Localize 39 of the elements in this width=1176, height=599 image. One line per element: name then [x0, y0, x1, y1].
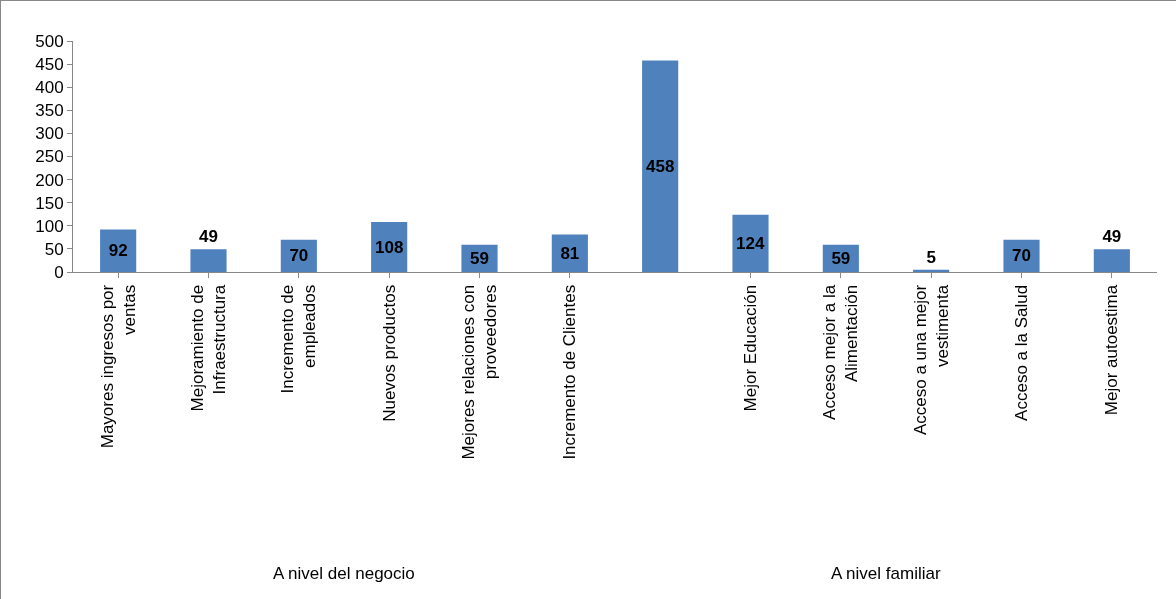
x-tick-label: Acceso a la Salud — [1012, 284, 1032, 421]
data-label: 59 — [831, 248, 851, 268]
data-label: 124 — [736, 233, 765, 253]
data-label: 59 — [470, 248, 489, 268]
text: A nivel familiar — [831, 564, 941, 583]
x-tick-label: Mejor Educación — [741, 284, 761, 412]
data-label: 70 — [289, 246, 309, 266]
x-tick-label: Mejor autoestima — [1102, 284, 1122, 416]
x-tick-label: Mayores ingresos por ventas — [97, 284, 139, 449]
bar — [732, 214, 769, 272]
bar — [1093, 249, 1130, 272]
data-label: 49 — [1102, 227, 1122, 247]
bar — [642, 60, 679, 272]
x-tick-label: Nuevos productos — [379, 284, 399, 422]
data-label: 81 — [560, 243, 580, 263]
x-tick-label: Mejores relaciones con proveedores — [458, 284, 501, 460]
y-tick-label: 200 — [35, 170, 64, 190]
y-tick-label: 400 — [35, 78, 64, 98]
x-tick-label: Acceso mejor a la Alimentación — [820, 284, 862, 420]
y-tick-label: 0 — [54, 262, 64, 282]
y-tick-label: 450 — [35, 55, 64, 75]
y-tick-label: 300 — [35, 124, 64, 144]
data-label: 92 — [108, 241, 128, 261]
data-label: 108 — [374, 237, 404, 257]
data-label: 5 — [926, 247, 936, 267]
x-tick-label: Incremento de Clientes — [560, 284, 580, 460]
text: A nivel del negocio — [273, 564, 415, 583]
y-tick-label: 100 — [35, 216, 64, 236]
y-tick-label: 250 — [35, 147, 64, 167]
y-tick-label: 500 — [35, 31, 64, 51]
x-tick-label: Acceso a una mejor vestimenta — [910, 284, 952, 436]
data-label: 49 — [199, 227, 218, 247]
bar — [190, 249, 227, 272]
y-tick-label: 350 — [35, 101, 64, 121]
x-tick-label: Incremento de empleados — [278, 284, 320, 394]
y-tick-label: 50 — [44, 239, 64, 259]
y-tick-label: 150 — [35, 193, 64, 213]
data-label: 70 — [1012, 246, 1031, 266]
data-label: 458 — [645, 156, 675, 176]
